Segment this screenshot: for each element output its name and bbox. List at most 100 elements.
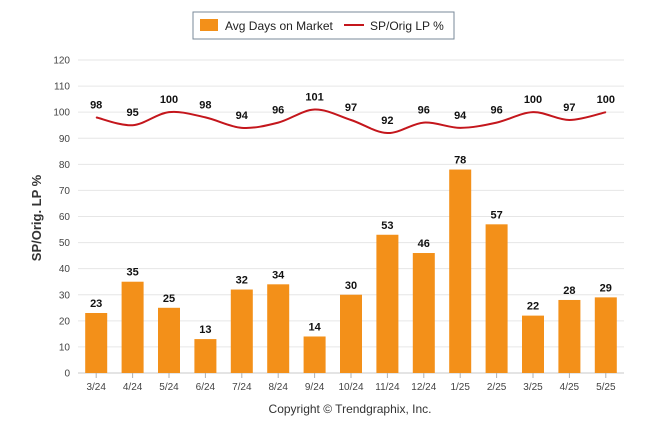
bar-data-label: 78 xyxy=(454,155,466,167)
line-point xyxy=(459,127,461,129)
x-axis: 3/24 4/24 5/24 6/24 7/24 8/24 9/24 10/24 11/24 12… xyxy=(86,373,616,393)
y-tick-label: 0 xyxy=(64,369,70,380)
x-tick-label: 7/24 xyxy=(232,382,252,393)
x-tick-label: 3/25 xyxy=(523,382,543,393)
bar-data-label: 35 xyxy=(126,267,138,279)
line-point xyxy=(605,111,607,113)
bar-data-label: 53 xyxy=(381,220,393,232)
legend: Avg Days on Market SP/Orig LP % xyxy=(192,11,455,40)
y-tick-label: 60 xyxy=(59,212,71,223)
y-axis-title: SP/Orig. LP % xyxy=(29,174,44,261)
x-tick-label: 1/25 xyxy=(450,382,470,393)
y-tick-label: 40 xyxy=(59,264,71,275)
y-axis: 0 10 20 30 40 50 60 70 80 90 100 110 120 xyxy=(53,56,70,380)
bar xyxy=(485,224,508,373)
x-tick-label: 10/24 xyxy=(338,382,363,393)
y-tick-label: 80 xyxy=(59,160,71,171)
line-data-label: 96 xyxy=(418,105,430,117)
bar-data-label: 22 xyxy=(527,301,539,313)
x-tick-label: 6/24 xyxy=(196,382,216,393)
bar xyxy=(558,299,581,373)
legend-label-sp-orig: SP/Orig LP % xyxy=(370,19,444,33)
bar xyxy=(412,253,435,373)
bar xyxy=(340,294,362,373)
line-data-label: 96 xyxy=(490,105,502,117)
bar-data-label: 30 xyxy=(345,280,357,292)
line-data-label: 96 xyxy=(272,105,284,117)
line-data-label: 98 xyxy=(90,99,102,111)
line-point xyxy=(204,116,206,118)
bar-data-label: 46 xyxy=(418,238,430,250)
bar-data-label: 25 xyxy=(163,293,175,305)
bar xyxy=(121,281,144,373)
bar-data-label: 34 xyxy=(272,269,285,281)
line-data-label: 95 xyxy=(126,107,138,119)
line-point xyxy=(496,122,498,124)
line-data-label: 101 xyxy=(305,92,323,104)
line-data-label: 100 xyxy=(160,94,178,106)
line-data-label: 94 xyxy=(454,110,467,122)
line-data-label: 100 xyxy=(524,94,542,106)
bar xyxy=(303,336,326,373)
x-tick-label: 8/24 xyxy=(268,382,288,393)
bar-data-label: 29 xyxy=(600,282,612,294)
bar-data-label: 14 xyxy=(308,321,321,333)
legend-label-avg-days: Avg Days on Market xyxy=(225,19,333,33)
y-tick-label: 120 xyxy=(53,56,70,67)
line-data-label: 100 xyxy=(597,94,615,106)
bar xyxy=(85,313,108,373)
y-tick-label: 90 xyxy=(59,134,71,145)
x-tick-label: 11/24 xyxy=(375,382,400,393)
line-point xyxy=(532,111,534,113)
line-series: 98 95 100 98 94 96 101 97 92 96 94 96 100 97 100 xyxy=(90,92,615,135)
line-point xyxy=(95,116,97,118)
bar xyxy=(158,307,180,373)
bar xyxy=(449,169,472,373)
bar-data-label: 32 xyxy=(236,275,248,287)
legend-box xyxy=(192,11,455,40)
bar xyxy=(230,289,253,373)
line-point xyxy=(168,111,170,113)
x-tick-label: 3/24 xyxy=(86,382,106,393)
x-tick-label: 9/24 xyxy=(305,382,325,393)
line-point xyxy=(132,124,134,126)
line-point xyxy=(423,122,425,124)
line-point xyxy=(568,119,570,121)
line-point xyxy=(241,127,243,129)
x-tick-label: 4/25 xyxy=(560,382,580,393)
line-data-label: 92 xyxy=(381,115,393,127)
line-data-label: 97 xyxy=(345,102,357,114)
line-data-label: 94 xyxy=(236,110,249,122)
bar xyxy=(594,297,617,373)
copyright-text: Copyright © Trendgraphix, Inc. xyxy=(269,402,432,416)
bar xyxy=(194,339,217,373)
bar-data-label: 23 xyxy=(90,298,102,310)
x-tick-label: 5/25 xyxy=(596,382,616,393)
y-tick-label: 50 xyxy=(59,238,71,249)
x-tick-label: 2/25 xyxy=(487,382,507,393)
y-tick-label: 110 xyxy=(54,82,70,93)
line-data-label: 97 xyxy=(563,102,575,114)
bar-data-label: 28 xyxy=(563,285,575,297)
bar-data-label: 13 xyxy=(199,324,211,336)
line-point xyxy=(277,122,279,124)
y-tick-label: 10 xyxy=(59,342,71,353)
bar xyxy=(267,284,290,373)
y-tick-label: 20 xyxy=(59,316,71,327)
line-point xyxy=(386,132,388,134)
x-tick-label: 4/24 xyxy=(123,382,143,393)
bar-series: 23 35 25 13 32 34 14 30 53 46 78 57 22 28 29 xyxy=(85,155,617,373)
y-tick-label: 30 xyxy=(59,290,71,301)
x-tick-label: 12/24 xyxy=(411,382,436,393)
y-tick-label: 100 xyxy=(53,108,70,119)
bar-data-label: 57 xyxy=(490,209,502,221)
y-tick-label: 70 xyxy=(59,186,71,197)
x-tick-label: 5/24 xyxy=(159,382,179,393)
bar xyxy=(376,234,399,373)
line-point xyxy=(314,109,316,111)
line-point xyxy=(350,119,352,121)
line-data-label: 98 xyxy=(199,99,211,111)
legend-swatch-avg-days xyxy=(200,19,218,31)
bar xyxy=(522,315,544,373)
